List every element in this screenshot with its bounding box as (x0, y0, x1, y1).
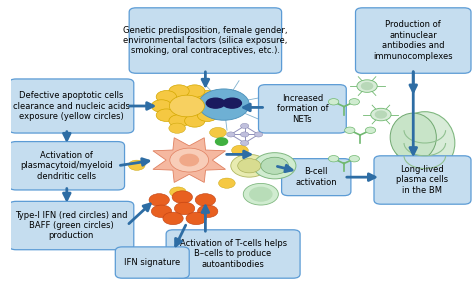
Ellipse shape (395, 112, 455, 174)
Circle shape (240, 132, 249, 137)
Circle shape (169, 123, 185, 133)
FancyBboxPatch shape (166, 230, 300, 278)
Circle shape (149, 194, 169, 206)
Circle shape (349, 99, 359, 105)
Circle shape (186, 212, 206, 225)
Circle shape (180, 154, 199, 166)
FancyBboxPatch shape (374, 156, 471, 204)
Circle shape (345, 127, 355, 134)
Ellipse shape (390, 113, 437, 162)
Circle shape (197, 109, 218, 122)
Circle shape (357, 80, 377, 92)
Circle shape (169, 85, 189, 97)
Circle shape (210, 127, 226, 138)
Circle shape (219, 178, 235, 188)
Circle shape (240, 123, 249, 128)
Circle shape (128, 160, 145, 170)
Circle shape (170, 148, 209, 172)
Circle shape (227, 132, 235, 137)
Circle shape (261, 157, 289, 174)
Ellipse shape (206, 98, 225, 108)
Circle shape (151, 205, 172, 218)
FancyBboxPatch shape (9, 142, 125, 190)
Circle shape (151, 100, 172, 112)
Circle shape (371, 108, 391, 121)
Ellipse shape (223, 98, 241, 108)
Circle shape (365, 127, 376, 134)
Circle shape (232, 145, 248, 156)
Circle shape (170, 187, 186, 197)
Circle shape (243, 183, 278, 205)
Circle shape (174, 202, 195, 215)
Text: Genetic predisposition, female gender,
environmental factors (silica exposure,
s: Genetic predisposition, female gender, e… (123, 26, 288, 55)
Circle shape (328, 156, 339, 162)
Circle shape (231, 154, 268, 177)
Circle shape (169, 95, 204, 117)
Text: Type-I IFN (red circles) and
BAFF (green circles)
production: Type-I IFN (red circles) and BAFF (green… (15, 210, 128, 241)
Polygon shape (153, 138, 226, 182)
Circle shape (156, 109, 176, 122)
Circle shape (349, 156, 359, 162)
Circle shape (375, 111, 386, 118)
FancyBboxPatch shape (129, 8, 282, 73)
FancyBboxPatch shape (115, 247, 189, 278)
Text: B-cell
activation: B-cell activation (295, 168, 337, 187)
Circle shape (328, 99, 339, 105)
Text: Production of
antinuclear
antibodies and
immunocomplexes: Production of antinuclear antibodies and… (374, 20, 453, 61)
Text: Increased
formation of
NETs: Increased formation of NETs (277, 94, 328, 124)
Circle shape (197, 91, 218, 103)
Circle shape (202, 100, 222, 112)
Text: Activation of T-cells helps
B–cells to produce
autoantibodies: Activation of T-cells helps B–cells to p… (180, 239, 287, 269)
Circle shape (156, 91, 176, 103)
FancyBboxPatch shape (9, 79, 134, 133)
Circle shape (255, 132, 263, 137)
Circle shape (184, 85, 205, 97)
Circle shape (216, 138, 228, 145)
Circle shape (184, 115, 205, 127)
Text: Defective apoptotic cells
clearance and nucleic acids
exposure (yellow circles): Defective apoptotic cells clearance and … (13, 91, 130, 121)
Circle shape (163, 212, 183, 225)
Circle shape (362, 83, 373, 90)
Circle shape (250, 187, 272, 201)
Circle shape (172, 191, 192, 203)
Circle shape (238, 159, 261, 173)
Text: Long-lived
plasma cells
in the BM: Long-lived plasma cells in the BM (396, 165, 448, 195)
Text: IFN signature: IFN signature (124, 258, 181, 267)
Circle shape (195, 194, 216, 206)
Circle shape (254, 153, 296, 179)
FancyBboxPatch shape (258, 85, 346, 133)
Circle shape (199, 89, 249, 120)
FancyBboxPatch shape (356, 8, 471, 73)
FancyBboxPatch shape (282, 159, 351, 196)
Circle shape (169, 115, 189, 127)
Circle shape (240, 140, 249, 146)
Circle shape (198, 205, 218, 218)
Text: Activation of
plasmacytoid/myeloid
dendritic cells: Activation of plasmacytoid/myeloid dendr… (20, 151, 113, 181)
FancyBboxPatch shape (9, 201, 134, 250)
